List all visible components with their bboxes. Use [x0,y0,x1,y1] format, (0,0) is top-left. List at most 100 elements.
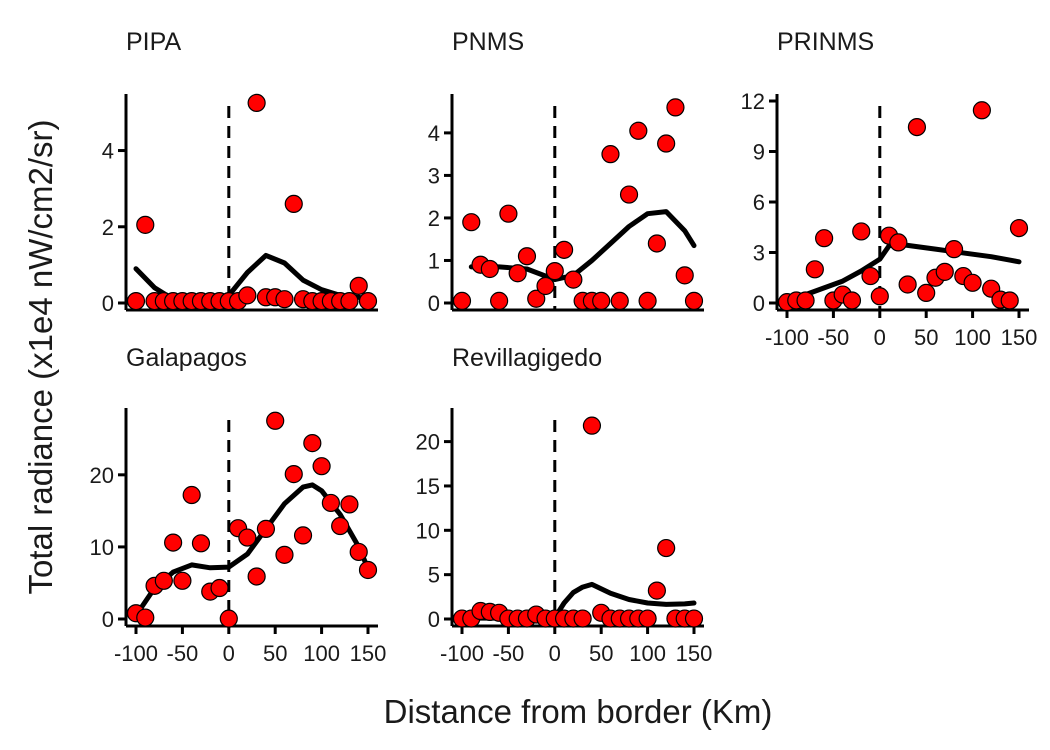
x-tick-label: 50 [263,641,287,666]
panel-1: PIPA 0 2 4 [102,28,378,316]
data-point [452,291,472,310]
data-point [1009,218,1029,238]
data-point [490,291,509,310]
data-point [331,516,350,536]
data-point [284,465,303,484]
x-tick-label: 150 [676,641,713,666]
x-tick-label: 50 [914,325,938,350]
data-point [573,609,592,628]
y-tick-label: 3 [753,241,765,266]
data-point [842,291,862,310]
data-point [657,134,676,153]
y-tick-label: 10 [416,518,440,543]
x-tick-label: -100 [765,325,809,350]
data-point [935,262,954,281]
y-tick-label: 0 [428,607,440,632]
panel-title: PNMS [452,28,524,56]
y-tick-label: 0 [428,291,440,316]
data-point [805,260,824,279]
data-point [536,276,555,296]
data-point [972,101,991,120]
y-tick-label: 20 [416,430,440,455]
data-point [898,275,917,294]
x-tick-label: 0 [223,641,235,666]
panel-5: Revillagigedo 0 5 10 15 20 -100 -50 0 50 100 150 [416,344,713,666]
data-point [554,240,574,259]
data-point [191,534,211,553]
data-point [182,485,201,505]
data-point [657,538,676,558]
data-point [508,264,527,283]
data-point [136,215,155,234]
data-point [647,581,666,600]
data-point [907,117,927,137]
data-point [852,222,871,241]
data-point [275,290,294,309]
data-point [666,98,685,117]
x-tick-label: -100 [440,641,484,666]
x-tick-label: -50 [818,325,850,350]
data-point [610,291,629,310]
y-tick-label: 1 [428,248,440,273]
y-tick-label: 3 [428,163,440,188]
panel-4: Galapagos 0 10 20 -100 -50 0 50 100 150 [90,344,387,666]
data-point [349,542,368,562]
data-point [592,291,611,310]
data-point [1000,291,1019,310]
data-point [164,533,183,552]
data-point [340,291,359,311]
panel-title: PIPA [126,28,181,56]
data-point [210,578,229,598]
data-point [256,519,276,538]
data-point [963,273,982,292]
data-point [462,213,481,232]
data-point [796,291,815,310]
data-point [527,289,546,308]
panel-title: Revillagigedo [452,344,602,372]
data-point [638,291,657,310]
data-point [173,571,192,590]
panel-title: Galapagos [126,344,247,372]
data-point [480,259,499,279]
data-point [293,526,313,545]
y-tick-label: 2 [102,215,114,240]
data-point [675,266,694,285]
data-point [629,121,648,140]
data-point [238,528,257,547]
y-tick-label: 0 [102,291,114,316]
x-tick-label: -100 [114,641,158,666]
data-point [340,495,359,514]
panel-title: PRINMS [777,28,874,56]
y-tick-label: 10 [90,535,114,560]
x-tick-label: 150 [1001,325,1038,350]
data-point [266,411,285,430]
data-point [917,283,936,302]
y-tick-label: 4 [428,121,440,146]
data-point [638,609,657,628]
data-point [126,291,146,311]
data-point [889,233,908,252]
y-tick-label: 2 [428,206,440,231]
x-tick-label: 150 [350,641,387,666]
data-point [238,286,257,305]
data-point [944,240,964,259]
data-point [154,571,173,590]
x-tick-label: -50 [493,641,525,666]
y-tick-label: 5 [428,563,440,588]
data-point [601,145,620,164]
data-point [284,194,303,214]
x-tick-label: -50 [167,641,199,666]
data-point [647,234,666,253]
x-tick-label: 100 [954,325,991,350]
x-tick-label: 50 [589,641,613,666]
panel-3: PRINMS 0 3 6 9 12 -100 -50 0 50 100 150 [741,28,1038,350]
data-point [247,93,266,113]
data-point [358,291,378,311]
x-tick-label: 100 [303,641,340,666]
data-point [358,560,378,580]
data-point [349,276,368,295]
data-point [545,262,564,281]
data-point [312,457,331,476]
